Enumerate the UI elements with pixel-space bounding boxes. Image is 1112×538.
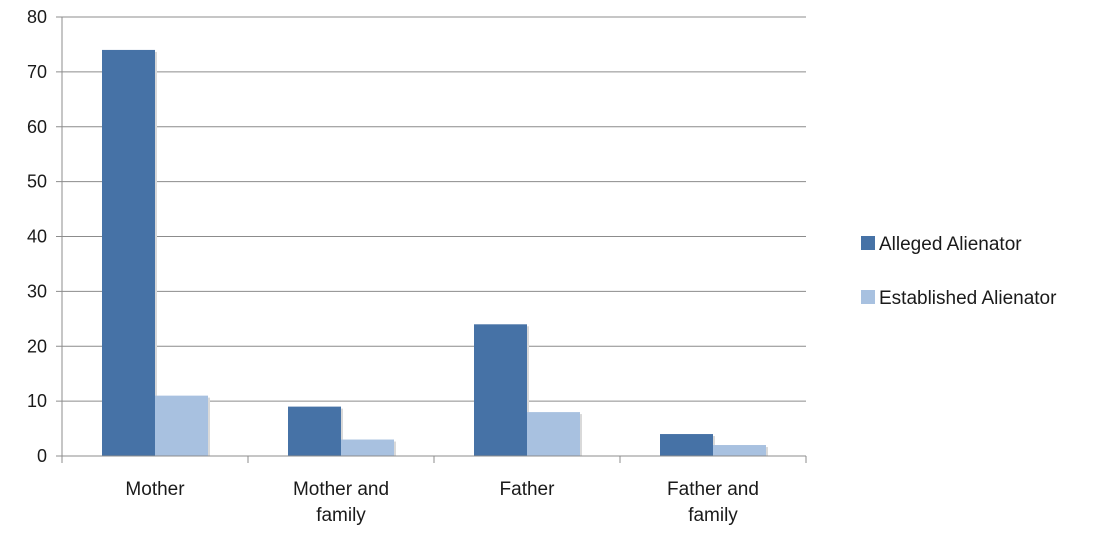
legend-label: Established Alienator bbox=[879, 288, 1057, 309]
bar-established-alienator bbox=[341, 439, 394, 456]
x-category-label-line: family bbox=[688, 505, 738, 526]
bars bbox=[102, 49, 768, 457]
y-tick-labels: 0 10 20 30 40 50 60 70 80 bbox=[27, 7, 47, 466]
x-category-label-line: Mother and bbox=[293, 479, 389, 500]
y-tick-label: 30 bbox=[27, 281, 47, 301]
y-tick-label: 40 bbox=[27, 227, 47, 247]
bar-alleged-alienator bbox=[288, 406, 341, 456]
x-category-label: Mother bbox=[125, 479, 185, 500]
x-category-labels: Mother Mother and family Father Father and fa… bbox=[125, 479, 759, 526]
y-tick-label: 0 bbox=[37, 446, 47, 466]
y-tick-label: 50 bbox=[27, 172, 47, 192]
x-category-label-line: Father and bbox=[667, 479, 759, 500]
bar-established-alienator bbox=[155, 395, 208, 456]
y-tick-label: 70 bbox=[27, 62, 47, 82]
bar-established-alienator bbox=[527, 412, 580, 456]
x-category-label: Mother and family bbox=[293, 479, 389, 526]
x-category-label-line: Mother bbox=[125, 479, 185, 500]
axes bbox=[56, 16, 807, 463]
legend-label: Alleged Alienator bbox=[879, 234, 1022, 255]
legend-swatch bbox=[861, 290, 875, 304]
x-category-label-line: Father bbox=[500, 479, 556, 500]
y-tick-label: 20 bbox=[27, 336, 47, 356]
x-category-label-line: family bbox=[316, 505, 366, 526]
y-tick-label: 60 bbox=[27, 117, 47, 137]
bar-alleged-alienator bbox=[102, 49, 155, 457]
bar-alleged-alienator bbox=[660, 434, 713, 456]
bar-established-alienator bbox=[713, 445, 766, 456]
x-category-label: Father bbox=[500, 479, 556, 500]
gridlines bbox=[62, 16, 806, 402]
y-tick-label: 10 bbox=[27, 391, 47, 411]
bar-alleged-alienator bbox=[474, 324, 527, 456]
legend: Alleged Alienator Established Alienator bbox=[861, 234, 1057, 309]
x-category-label: Father and family bbox=[667, 479, 759, 526]
legend-swatch bbox=[861, 236, 875, 250]
y-tick-label: 80 bbox=[27, 7, 47, 27]
